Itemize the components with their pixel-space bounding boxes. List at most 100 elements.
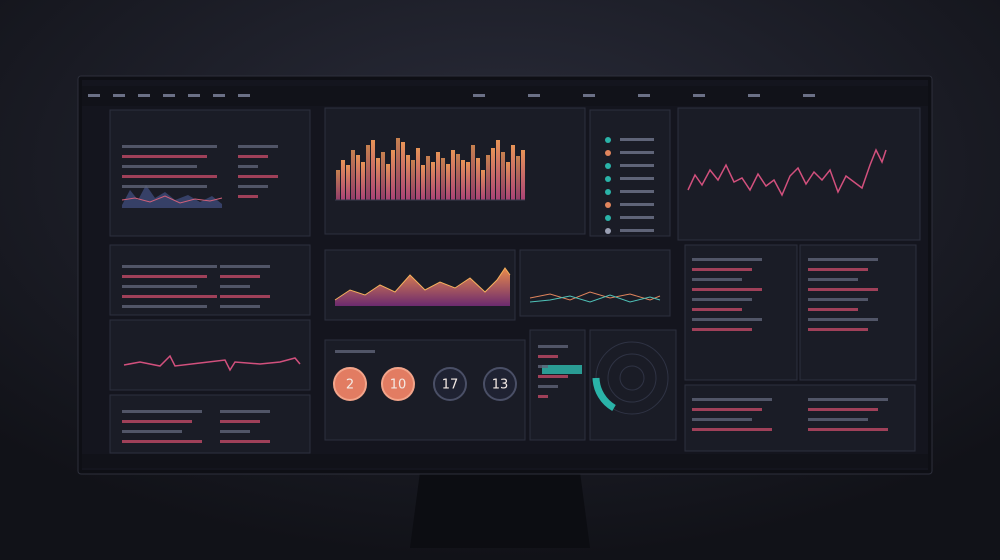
text-line (238, 185, 268, 188)
area-chart (335, 268, 510, 306)
toolbar-item (163, 94, 175, 97)
text-lines (122, 145, 888, 443)
gauge-value: 17 (442, 378, 459, 393)
gauge-value: 13 (492, 378, 509, 393)
text-line (538, 345, 568, 348)
highlight (542, 365, 582, 374)
gauge (433, 367, 467, 401)
bar (396, 138, 400, 200)
panel (109, 319, 311, 391)
text-line (220, 265, 270, 268)
bar (366, 145, 370, 200)
toolbar-item (238, 94, 250, 97)
toolbar-item (188, 94, 200, 97)
gauge-value: 2 (346, 378, 354, 393)
panel (677, 107, 921, 241)
label-line (620, 164, 654, 167)
monitor-stand (410, 472, 590, 548)
toolbar-item (113, 94, 125, 97)
text-line (692, 278, 742, 281)
text-line (220, 285, 250, 288)
line-chart (529, 291, 661, 301)
bar (431, 162, 435, 200)
text-line (220, 420, 260, 423)
text-line (808, 408, 878, 411)
toolbar-item (528, 94, 540, 97)
panel (684, 244, 798, 381)
label-line (620, 151, 654, 154)
text-line (220, 430, 250, 433)
radar (592, 341, 669, 415)
bar (501, 152, 505, 200)
line-chart (121, 195, 223, 204)
toolbar-item (583, 94, 595, 97)
bar (351, 150, 355, 200)
bar (441, 158, 445, 200)
bar (461, 160, 465, 200)
panel (589, 109, 671, 237)
bar (386, 164, 390, 200)
text-line (808, 398, 888, 401)
text-line (692, 308, 742, 311)
panel (589, 329, 677, 441)
toolbar-item (748, 94, 760, 97)
text-line (122, 285, 197, 288)
text-line (808, 328, 868, 331)
gauges: 2 10 17 13 (333, 367, 517, 401)
icon (605, 150, 611, 156)
toolbar (88, 94, 815, 97)
panel (109, 244, 311, 316)
text-line (692, 318, 762, 321)
text-line (122, 305, 207, 308)
bar (496, 140, 500, 200)
gauge-value: 10 (390, 378, 407, 393)
text-line (692, 258, 762, 261)
text-line (692, 418, 752, 421)
text-line (122, 185, 207, 188)
text-line (692, 268, 752, 271)
toolbar-item (473, 94, 485, 97)
panel (109, 394, 311, 454)
toolbar-item (88, 94, 100, 97)
bar (346, 165, 350, 200)
bar (511, 145, 515, 200)
line-chart (123, 354, 301, 372)
bar (446, 164, 450, 200)
bar (341, 160, 345, 200)
bar (406, 155, 410, 200)
text-line (122, 275, 207, 278)
text-line (692, 408, 762, 411)
bar (466, 162, 470, 200)
panel (109, 109, 311, 237)
toolbar-item (138, 94, 150, 97)
text-line (238, 195, 258, 198)
text-line (238, 155, 268, 158)
bar (426, 156, 430, 200)
bar (371, 140, 375, 200)
bar (376, 158, 380, 200)
text-line (808, 318, 878, 321)
text-line (538, 355, 558, 358)
bar (356, 155, 360, 200)
bar (401, 142, 405, 200)
text-line (122, 155, 207, 158)
text-line (692, 298, 752, 301)
icon (605, 163, 611, 169)
toolbar-item (693, 94, 705, 97)
top-bar (82, 86, 928, 106)
text-line (538, 385, 558, 388)
text-line (692, 398, 772, 401)
bar (456, 154, 460, 200)
text-line (220, 305, 260, 308)
text-line (122, 145, 217, 148)
bar (391, 150, 395, 200)
text-line (808, 258, 878, 261)
toolbar-item (638, 94, 650, 97)
icon (605, 189, 611, 195)
text-line (220, 410, 270, 413)
text-line (692, 328, 752, 331)
gauge (381, 367, 415, 401)
text-line (808, 278, 858, 281)
